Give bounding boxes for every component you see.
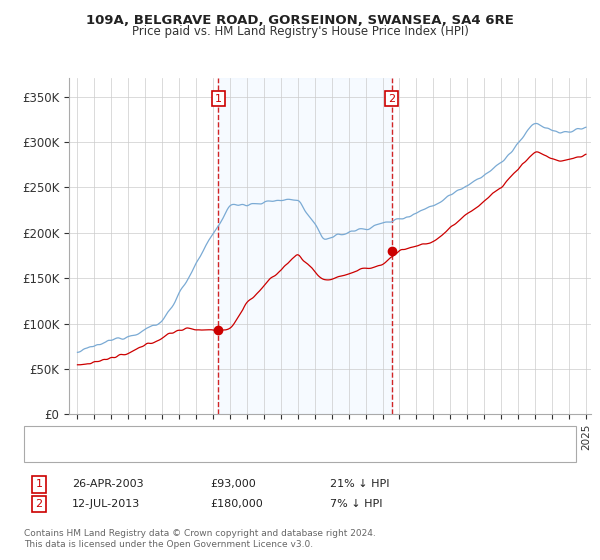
Text: 2: 2 [35,499,43,509]
Text: £93,000: £93,000 [210,479,256,489]
Text: 109A, BELGRAVE ROAD, GORSEINON, SWANSEA, SA4 6RE: 109A, BELGRAVE ROAD, GORSEINON, SWANSEA,… [86,14,514,27]
Bar [218,78,392,414]
Text: Contains HM Land Registry data © Crown copyright and database right 2024.
This d: Contains HM Land Registry data © Crown c… [24,529,376,549]
Text: £180,000: £180,000 [210,499,263,509]
Text: 21% ↓ HPI: 21% ↓ HPI [330,479,389,489]
Text: 26-APR-2003: 26-APR-2003 [72,479,143,489]
Text: HPI: Average price, detached house, Swansea: HPI: Average price, detached house, Swan… [75,447,314,457]
Text: 1: 1 [215,94,222,104]
Text: 1: 1 [35,479,43,489]
Text: Price paid vs. HM Land Registry's House Price Index (HPI): Price paid vs. HM Land Registry's House … [131,25,469,38]
Text: 2: 2 [388,94,395,104]
Text: 109A, BELGRAVE ROAD, GORSEINON, SWANSEA, SA4 6RE (detached house): 109A, BELGRAVE ROAD, GORSEINON, SWANSEA,… [75,431,470,441]
Text: 12-JUL-2013: 12-JUL-2013 [72,499,140,509]
Text: 7% ↓ HPI: 7% ↓ HPI [330,499,383,509]
